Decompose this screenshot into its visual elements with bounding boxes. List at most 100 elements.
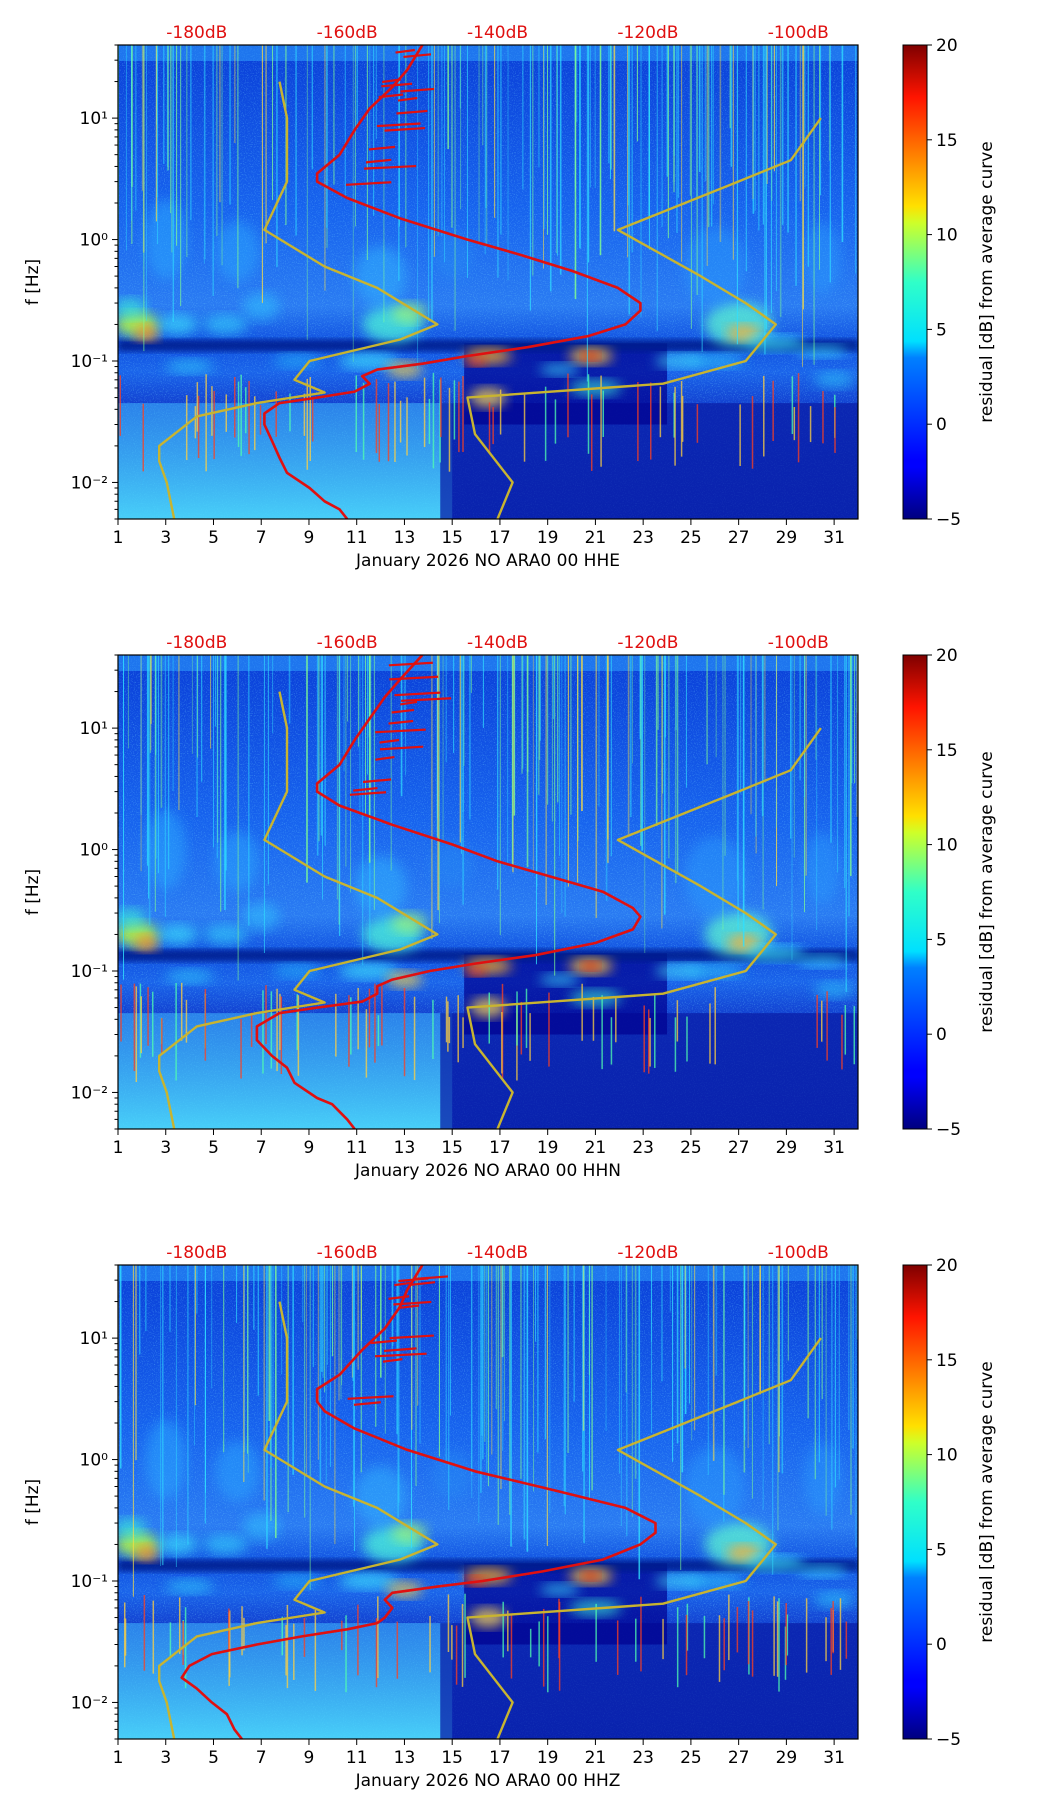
x-tick-label: 21	[585, 1138, 607, 1158]
colorbar-tick-label: 15	[936, 131, 958, 151]
spectral-blob	[582, 961, 599, 970]
spectral-blob	[582, 351, 599, 360]
colorbar: −5 0 5 10 15 20 residual [dB] from average cur…	[902, 36, 997, 530]
x-tick-label: 7	[256, 528, 267, 548]
x-axis-label: January 2026 NO ARA0 00 HHZ	[355, 1771, 621, 1791]
microseism-gap-band	[118, 339, 858, 352]
db-scale-label: -100dB	[768, 633, 829, 653]
y-tick-label: 10⁻²	[71, 1083, 108, 1103]
colorbar-tick-label: 10	[936, 1446, 958, 1466]
average-psd-curve-fluctuation	[353, 1401, 381, 1406]
average-psd-curve-fluctuation	[375, 728, 426, 734]
spectral-blob	[432, 230, 473, 279]
average-psd-curve-fluctuation	[397, 1304, 420, 1310]
spectral-blob	[684, 964, 745, 978]
spectral-blob	[338, 1573, 399, 1589]
average-psd-curve-fluctuation	[364, 164, 417, 170]
colorbar-tick-label: 5	[936, 930, 947, 950]
x-tick-label: 9	[304, 528, 315, 548]
average-psd-curve-fluctuation	[382, 1358, 403, 1363]
low-noise-model-curve	[158, 81, 439, 519]
x-tick-label: 19	[537, 1748, 559, 1768]
spectral-blob	[684, 354, 745, 368]
spectral-blob	[539, 363, 580, 376]
db-scale-label: -140dB	[467, 633, 528, 653]
x-tick-label: 5	[208, 1748, 219, 1768]
spectral-blob	[118, 298, 146, 319]
x-tick-label: 1	[113, 1138, 124, 1158]
spectral-blob	[203, 314, 248, 335]
spectral-blob	[804, 222, 841, 295]
x-tick-label: 11	[346, 528, 368, 548]
average-psd-curve-fluctuation	[347, 1395, 394, 1400]
spectral-blob	[432, 1450, 473, 1499]
x-tick-label: 31	[823, 528, 845, 548]
colorbar: −5 0 5 10 15 20 residual [dB] from average cur…	[902, 646, 997, 1140]
spectral-blob	[118, 1518, 146, 1539]
colorbar-label: residual [dB] from average curve	[977, 141, 997, 422]
average-psd-curve-fluctuation	[374, 1352, 427, 1358]
db-scale-label: -120dB	[617, 23, 678, 43]
spectral-blob	[804, 832, 841, 905]
spectral-blob	[744, 1555, 805, 1572]
x-axis-label: January 2026 NO ARA0 00 HHE	[355, 551, 620, 571]
spectral-blob	[338, 353, 399, 369]
lowfreq-high-residual	[118, 1623, 453, 1739]
spectral-blob	[744, 945, 805, 962]
x-tick-label: 13	[394, 1138, 416, 1158]
spectral-blob	[165, 969, 214, 984]
y-tick-label: 10¹	[80, 109, 108, 129]
spectral-blob	[727, 1545, 760, 1562]
spectral-blob	[744, 335, 805, 352]
spectral-blob	[273, 354, 322, 368]
spectral-blob	[215, 831, 260, 892]
lowfreq-high-residual	[118, 1013, 453, 1129]
average-psd-curve-fluctuation	[384, 126, 426, 132]
colorbar-tick-label: 15	[936, 1351, 958, 1371]
x-tick-label: 17	[489, 1748, 511, 1768]
x-tick-label: 1	[113, 1748, 124, 1768]
high-noise-model-curve	[466, 117, 822, 519]
x-tick-label: 29	[776, 1138, 798, 1158]
spectral-blob	[157, 924, 198, 945]
colorbar-tick-label: 0	[936, 1635, 947, 1655]
spectral-blob	[134, 325, 159, 342]
y-tick-label: 10¹	[80, 719, 108, 739]
x-tick-label: 29	[776, 528, 798, 548]
x-tick-label: 17	[489, 528, 511, 548]
colorbar-tick-label: −5	[936, 510, 961, 530]
x-tick-label: 23	[632, 1138, 654, 1158]
spectral-blob	[243, 902, 280, 931]
x-tick-label: 9	[304, 1138, 315, 1158]
colorbar-tick-label: −5	[936, 1730, 961, 1750]
y-axis-label: f [Hz]	[23, 259, 43, 305]
spectral-blob	[145, 199, 186, 280]
colorbar-tick-label: 0	[936, 415, 947, 435]
db-scale-label: -180dB	[166, 633, 227, 653]
plot-frame	[117, 654, 859, 1130]
average-psd-curve-fluctuation	[403, 53, 432, 59]
x-tick-label: 25	[680, 1138, 702, 1158]
average-psd-curve-fluctuation	[381, 82, 413, 88]
y-tick-label: 10⁻²	[71, 1693, 108, 1713]
spectrogram	[118, 1265, 858, 1739]
x-tick-label: 3	[160, 1138, 171, 1158]
average-psd-curve-fluctuation	[400, 87, 435, 93]
db-scale-label: -120dB	[617, 1243, 678, 1263]
panel-3: 1 3 5 7 9 11 13 15 17 19 21 23 25 27 29 3110⁻²10⁻¹10⁰10…	[23, 1243, 997, 1791]
y-tick-label: 10⁰	[80, 231, 109, 251]
low-noise-model-curve	[158, 691, 439, 1129]
colorbar-label: residual [dB] from average curve	[977, 1361, 997, 1642]
spectral-blob	[157, 314, 198, 335]
y-tick-label: 10¹	[80, 1329, 108, 1349]
spectral-blob	[165, 359, 214, 374]
average-psd-curve-fluctuation	[401, 697, 452, 702]
average-psd-curve-fluctuation	[349, 791, 387, 796]
average-psd-curve-fluctuation	[389, 675, 439, 681]
y-tick-label: 10⁻²	[71, 473, 108, 493]
x-tick-label: 23	[632, 1748, 654, 1768]
x-tick-label: 27	[728, 1138, 750, 1158]
spectral-blob	[391, 1522, 428, 1543]
colorbar-gradient	[902, 44, 928, 520]
